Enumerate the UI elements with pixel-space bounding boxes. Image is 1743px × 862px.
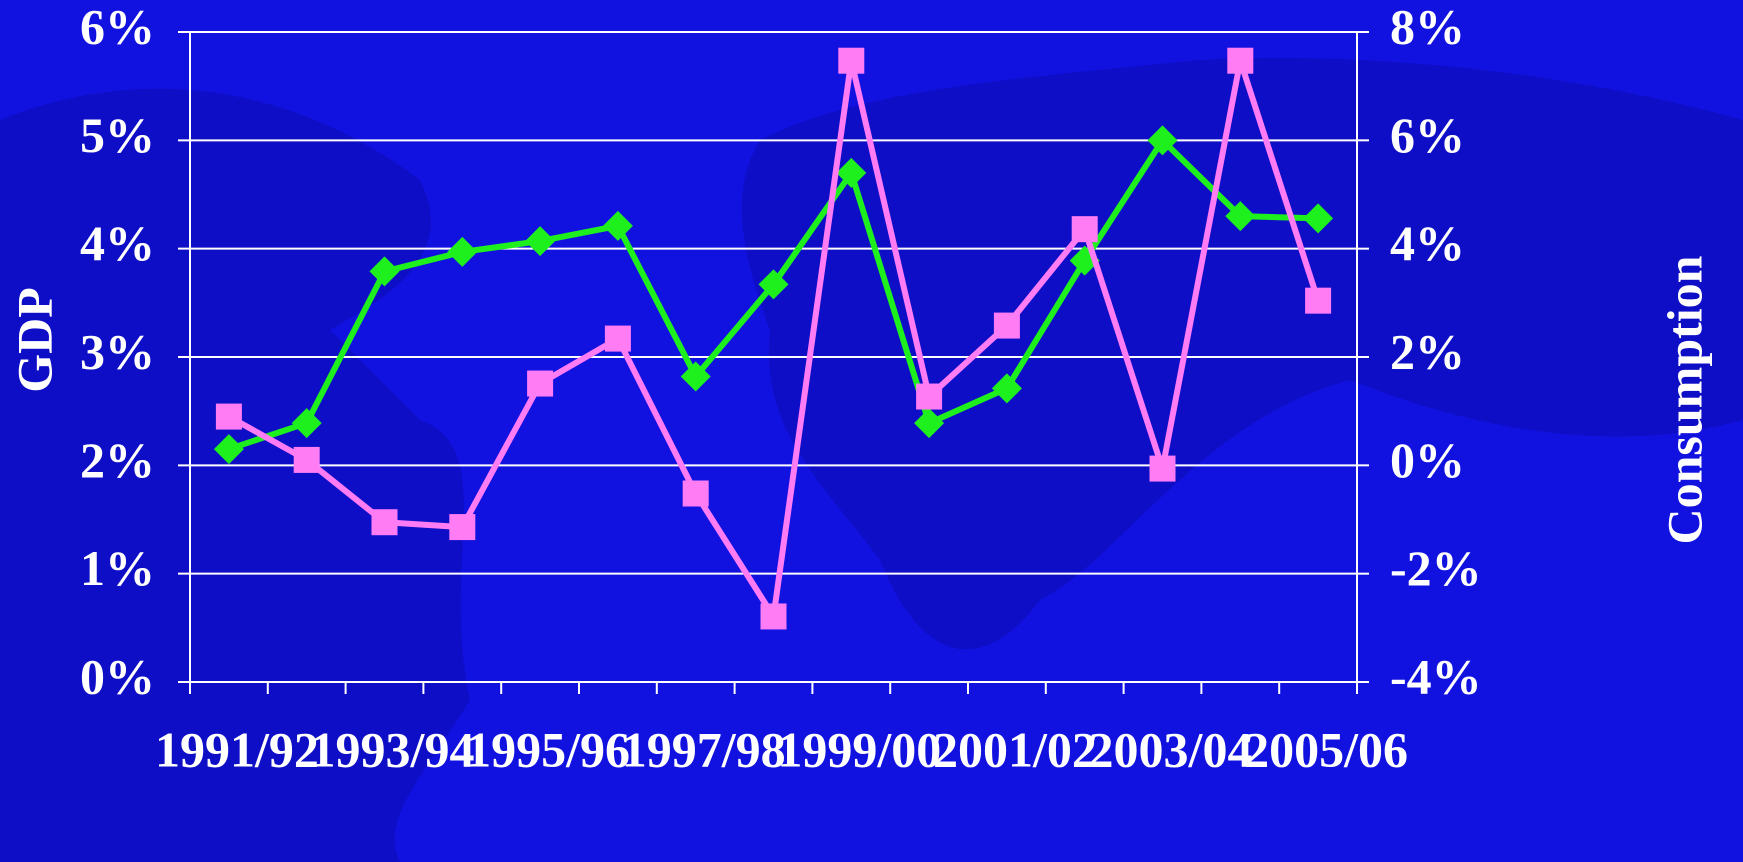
y-tick-label: 4% (80, 215, 155, 271)
y2-tick-label: -4% (1390, 648, 1482, 704)
y-tick-label: 1% (80, 540, 155, 596)
x-tick-label: 2005/06 (1244, 721, 1408, 777)
marker (215, 403, 242, 430)
x-tick-label: 1995/96 (466, 721, 630, 777)
x-tick-label: 1999/00 (777, 721, 941, 777)
y2-tick-label: 8% (1390, 0, 1465, 54)
y2-axis-title: Consumption (1656, 255, 1712, 544)
y-tick-label: 3% (80, 323, 155, 379)
x-tick-label: 1993/94 (311, 721, 475, 777)
map-shape (0, 88, 470, 862)
x-tick-label: 1991/92 (155, 721, 319, 777)
y2-tick-label: 0% (1390, 432, 1465, 488)
marker (680, 361, 711, 392)
marker (369, 256, 400, 287)
marker (991, 373, 1022, 404)
marker (1069, 245, 1100, 276)
x-tick-label: 2001/02 (933, 721, 1097, 777)
marker (527, 370, 554, 397)
x-tick-label: 2003/04 (1089, 721, 1253, 777)
marker (914, 408, 945, 439)
marker (1149, 455, 1176, 482)
marker (1305, 287, 1332, 314)
map-shape (741, 58, 1743, 650)
marker (449, 514, 476, 541)
marker (371, 509, 398, 536)
y2-tick-label: 4% (1390, 215, 1465, 271)
marker (1303, 203, 1334, 234)
marker (1227, 47, 1254, 74)
marker (916, 383, 943, 410)
y2-tick-label: 2% (1390, 323, 1465, 379)
marker (291, 408, 322, 439)
marker (993, 312, 1020, 339)
marker (604, 325, 631, 352)
marker (836, 157, 867, 188)
y2-tick-label: -2% (1390, 540, 1482, 596)
marker (1071, 216, 1098, 243)
x-tick-label: 1997/98 (622, 721, 786, 777)
marker (293, 446, 320, 473)
y-tick-label: 5% (80, 107, 155, 163)
y-tick-label: 6% (80, 0, 155, 54)
y-tick-label: 2% (80, 432, 155, 488)
marker (758, 269, 789, 300)
y2-tick-label: 6% (1390, 107, 1465, 163)
marker (525, 226, 556, 257)
marker (682, 480, 709, 507)
marker (1147, 125, 1178, 156)
marker (838, 47, 865, 74)
marker (1225, 201, 1256, 232)
y-tick-label: 0% (80, 648, 155, 704)
marker (447, 236, 478, 267)
marker (760, 603, 787, 630)
marker (602, 210, 633, 241)
y-axis-title: GDP (6, 287, 62, 393)
marker (213, 434, 244, 465)
